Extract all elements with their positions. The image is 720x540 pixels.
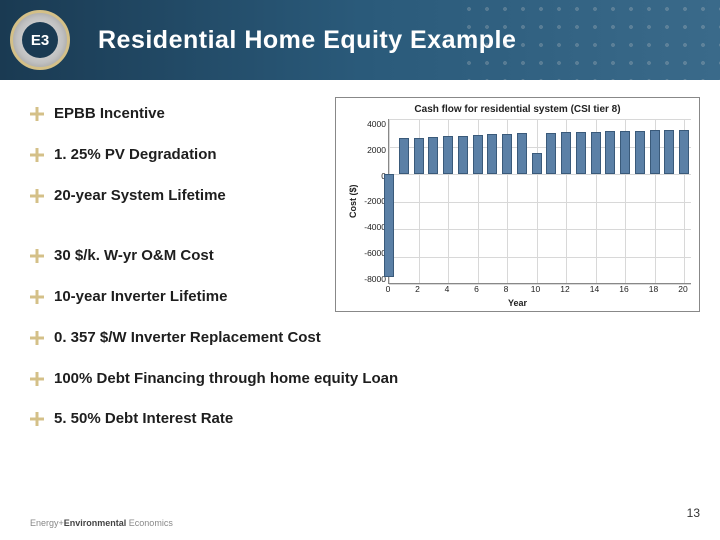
slide-title: Residential Home Equity Example <box>98 26 516 55</box>
chart-bar <box>591 132 601 174</box>
plus-icon <box>30 372 44 386</box>
chart-plot <box>388 119 691 284</box>
bullet-text: 100% Debt Financing through home equity … <box>54 370 398 389</box>
plus-icon <box>30 412 44 426</box>
bullet-text: EPBB Incentive <box>54 105 165 124</box>
chart-bar <box>532 153 542 174</box>
bullet-item: 5. 50% Debt Interest Rate <box>30 410 690 429</box>
bullet-item: 100% Debt Financing through home equity … <box>30 370 690 389</box>
bullet-text: 0. 357 $/W Inverter Replacement Cost <box>54 329 321 348</box>
header-pattern <box>460 0 720 80</box>
slide-header: E3 Residential Home Equity Example <box>0 0 720 80</box>
chart-bar <box>473 135 483 174</box>
chart-xlabel: Year <box>344 298 691 308</box>
plus-icon <box>30 189 44 203</box>
cashflow-chart: Cash flow for residential system (CSI ti… <box>335 97 700 312</box>
chart-bar <box>384 174 394 277</box>
chart-bar <box>458 136 468 175</box>
chart-bar <box>414 138 424 174</box>
plus-icon <box>30 249 44 263</box>
chart-ylabel: Cost ($) <box>344 119 358 284</box>
bullet-text: 20-year System Lifetime <box>54 187 226 206</box>
chart-bar <box>576 132 586 174</box>
chart-bar <box>620 131 630 174</box>
bullet-text: 30 $/k. W-yr O&M Cost <box>54 247 214 266</box>
chart-bar <box>502 134 512 174</box>
bullet-text: 5. 50% Debt Interest Rate <box>54 410 233 429</box>
chart-bar <box>635 131 645 174</box>
bullet-item: 0. 357 $/W Inverter Replacement Cost <box>30 329 690 348</box>
brand-logo: E3 <box>10 10 70 70</box>
plus-icon <box>30 148 44 162</box>
plus-icon <box>30 331 44 345</box>
chart-bar <box>664 130 674 174</box>
bullet-text: 10-year Inverter Lifetime <box>54 288 227 307</box>
page-number: 13 <box>687 506 700 520</box>
chart-bar <box>428 137 438 174</box>
chart-bar <box>487 134 497 174</box>
chart-bar <box>443 136 453 174</box>
chart-bar <box>650 130 660 174</box>
chart-bar <box>517 133 527 174</box>
bullet-item: 20-year System Lifetime <box>30 187 310 206</box>
bullet-item: 1. 25% PV Degradation <box>30 146 310 165</box>
plus-icon <box>30 107 44 121</box>
chart-title: Cash flow for residential system (CSI ti… <box>344 104 691 115</box>
bullet-text: 1. 25% PV Degradation <box>54 146 217 165</box>
slide-content: EPBB Incentive 1. 25% PV Degradation 20-ye… <box>0 80 720 429</box>
footer-brand: Energy+Environmental Economics <box>30 518 173 528</box>
chart-bar <box>399 138 409 174</box>
chart-bar <box>546 133 556 174</box>
bullet-item: EPBB Incentive <box>30 105 310 124</box>
bullet-list-top: EPBB Incentive 1. 25% PV Degradation 20-ye… <box>30 105 310 227</box>
chart-bar <box>605 131 615 174</box>
chart-xticks: 02468101214161820 <box>388 284 691 296</box>
plus-icon <box>30 290 44 304</box>
chart-bar <box>679 130 689 174</box>
chart-bar <box>561 132 571 174</box>
brand-logo-text: E3 <box>22 22 58 58</box>
